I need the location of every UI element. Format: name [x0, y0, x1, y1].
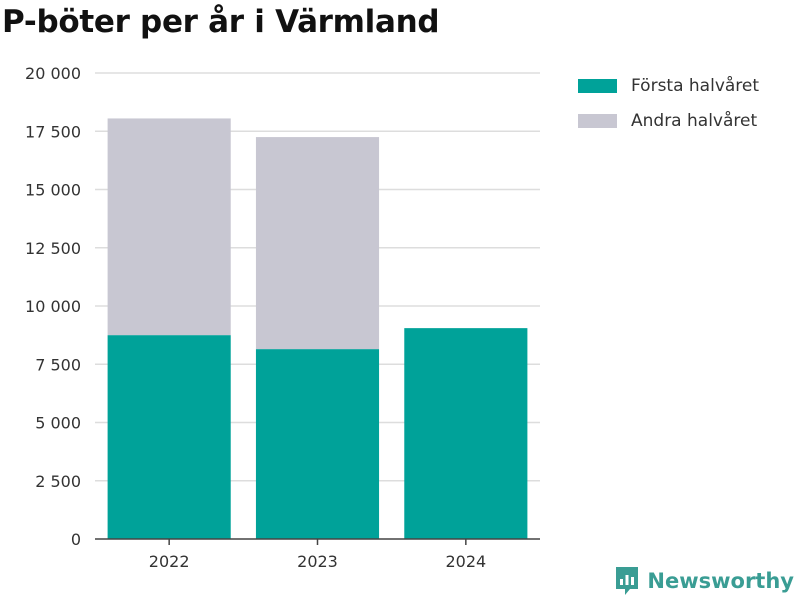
y-tick-label: 20 000	[25, 64, 81, 83]
bar-forsta-2023	[255, 349, 380, 539]
newsworthy-brand[interactable]: Newsworthy	[615, 566, 794, 596]
bar-forsta-2024	[404, 328, 528, 539]
y-tick-label: 15 000	[25, 181, 81, 200]
legend-label-forsta: Första halvåret	[631, 76, 760, 96]
legend-swatch-forsta	[578, 79, 617, 93]
x-tick-label: 2023	[297, 552, 338, 571]
newsworthy-logo-icon	[616, 567, 639, 595]
x-tick-label: 2024	[445, 552, 486, 571]
chart-title: P-böter per år i Värmland	[2, 4, 440, 40]
brand-name: Newsworthy	[647, 569, 794, 593]
legend-item-andra: Andra halvåret	[578, 109, 759, 133]
legend: Första halvåret Andra halvåret	[578, 74, 759, 144]
y-tick-label: 12 500	[25, 239, 81, 258]
bar-forsta-2022	[107, 335, 231, 539]
y-tick-label: 10 000	[25, 297, 81, 316]
legend-item-forsta: Första halvåret	[578, 74, 759, 98]
y-tick-label: 5 000	[35, 414, 81, 433]
bar-andra-2023	[255, 137, 380, 350]
y-tick-label: 2 500	[35, 472, 81, 491]
legend-label-andra: Andra halvåret	[631, 111, 758, 131]
y-tick-label: 17 500	[25, 122, 81, 141]
y-tick-label: 7 500	[35, 355, 81, 374]
y-tick-label: 0	[71, 530, 81, 549]
bar-andra-2022	[107, 118, 231, 336]
x-tick-label: 2022	[149, 552, 190, 571]
legend-swatch-andra	[578, 114, 617, 128]
